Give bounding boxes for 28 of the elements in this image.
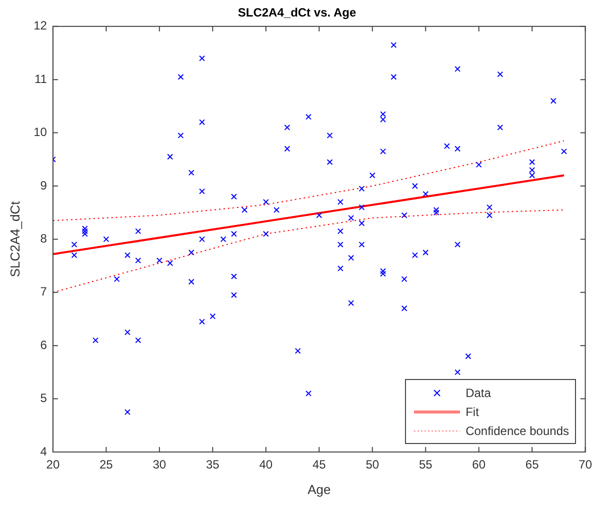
y-tick-label: 4: [40, 444, 48, 458]
x-axis-title: Age: [308, 482, 331, 497]
x-tick-label: 70: [578, 458, 592, 472]
x-tick-label: 45: [312, 458, 326, 472]
x-tick-label: 25: [100, 458, 114, 472]
y-tick-label: 10: [34, 125, 48, 140]
x-tick-label: 35: [206, 458, 220, 472]
y-tick-label: 12: [34, 18, 48, 33]
y-tick-label: 8: [40, 232, 48, 246]
y-tick-label: 5: [40, 391, 48, 406]
x-tick-label: 60: [472, 458, 486, 472]
y-axis-title: SLC2A4_dCt: [7, 200, 22, 278]
x-tick-label: 65: [525, 458, 540, 472]
x-tick-label: 40: [259, 458, 273, 472]
x-tick-label: 55: [418, 458, 433, 472]
x-tick-label: 20: [46, 458, 60, 472]
chart-title: SLC2A4_dCt vs. Age: [238, 6, 356, 20]
y-tick-label: 11: [34, 72, 48, 86]
line-series: [52, 140, 565, 222]
legend-label: Fit: [466, 404, 479, 418]
legend-label: Confidence bounds: [466, 424, 569, 438]
legend-label: Data: [466, 386, 491, 400]
x-tick-label: 50: [366, 458, 380, 472]
y-tick-label: 9: [40, 178, 48, 192]
x-tick-label: 30: [152, 458, 166, 472]
y-tick-label: 7: [40, 284, 48, 299]
line-series: [52, 209, 565, 293]
y-tick-label: 6: [40, 338, 48, 352]
